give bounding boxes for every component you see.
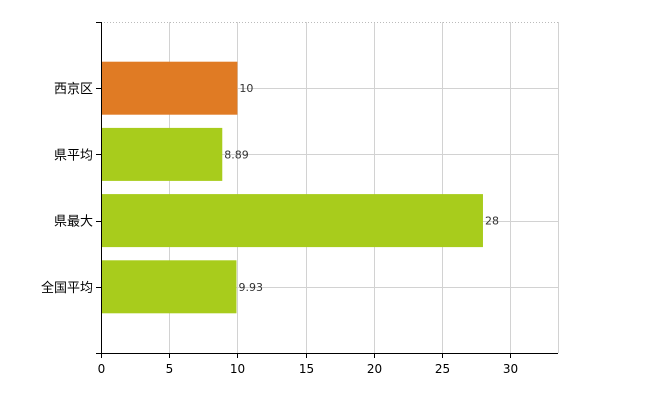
bar xyxy=(101,194,483,248)
bar xyxy=(101,61,238,115)
x-tick-label: 15 xyxy=(299,362,314,376)
bar xyxy=(101,260,237,314)
y-tick-label: 県最大 xyxy=(54,215,93,230)
data-label: 10 xyxy=(239,82,253,95)
x-tick-label: 10 xyxy=(230,362,245,376)
y-tick-label: 全国平均 xyxy=(41,280,93,296)
x-tick-label: 20 xyxy=(367,362,382,376)
x-tick-label: 30 xyxy=(503,362,518,376)
data-label: 9.93 xyxy=(238,281,263,294)
x-tick-label: 0 xyxy=(98,362,106,376)
bar-layer xyxy=(101,61,483,314)
x-tick-label: 5 xyxy=(166,362,174,376)
x-tick-label: 25 xyxy=(435,362,450,376)
y-tick-label: 県平均 xyxy=(54,148,93,163)
data-label: 28 xyxy=(485,215,499,228)
data-label: 8.89 xyxy=(224,148,249,161)
axis-layer xyxy=(96,22,558,358)
bar xyxy=(101,127,223,181)
label-layer: 10 西京区 8.89 県平均 28 県最大 9.93 全国平均 0 5 10 15 20 25 30 xyxy=(41,82,518,376)
y-tick-label: 西京区 xyxy=(54,82,93,97)
